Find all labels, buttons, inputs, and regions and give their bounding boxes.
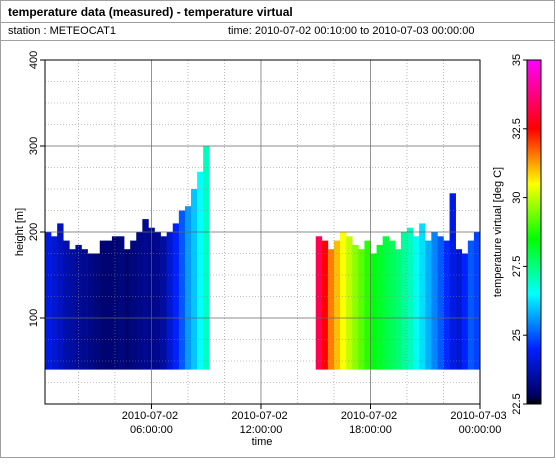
profile-column	[431, 232, 438, 370]
y-tick-label: 400	[28, 51, 40, 69]
profile-column	[388, 240, 396, 370]
profile-column	[45, 232, 52, 370]
profile-column	[449, 193, 456, 370]
plot-frame	[44, 59, 481, 405]
profile-column	[184, 206, 192, 370]
profile-column	[136, 232, 143, 370]
profile-column	[124, 249, 131, 370]
y-tick-label: 300	[28, 137, 40, 155]
profile-column	[142, 219, 149, 370]
profile-column	[437, 236, 444, 370]
profile-column	[364, 240, 371, 370]
profile-column	[346, 236, 353, 370]
profile-column	[81, 249, 88, 370]
profile-column	[473, 232, 481, 370]
profile-column	[197, 171, 204, 370]
profile-column	[75, 244, 82, 370]
profile-column	[352, 244, 359, 370]
profile-column	[69, 249, 76, 370]
profile-column	[406, 227, 414, 370]
profile-column	[382, 236, 390, 370]
profile-column	[203, 146, 210, 370]
colorbar	[526, 59, 542, 405]
profile-column	[413, 236, 420, 370]
profile-column	[358, 249, 365, 370]
colorbar-tick-label: 22.5	[511, 393, 523, 414]
profile-column	[99, 240, 107, 370]
x-axis-label: time	[252, 436, 273, 448]
profile-column	[118, 236, 125, 370]
profile-column	[425, 240, 432, 370]
colorbar-tick-label: 35	[511, 54, 523, 66]
profile-column	[93, 253, 101, 370]
profile-column	[178, 210, 186, 370]
y-tick-label: 100	[28, 309, 40, 327]
profile-column	[191, 189, 198, 370]
y-axis-label: height [m]	[14, 208, 26, 256]
profile-column	[166, 232, 174, 370]
y-tick-label: 200	[28, 223, 40, 241]
profile-column	[340, 232, 347, 370]
profile-column	[333, 240, 341, 370]
profile-column	[394, 249, 402, 370]
colorbar-tick-label: 32.5	[511, 118, 523, 139]
colorbar-label: temperature virtual [deg C]	[492, 167, 504, 297]
profile-column	[51, 236, 58, 370]
profile-column	[376, 244, 383, 370]
title: temperature data (measured) - temperatur…	[8, 5, 293, 19]
x-tick-label: 2010-07-02 18:00:00	[341, 410, 400, 436]
profile-column	[419, 223, 426, 370]
profile-column	[467, 240, 475, 370]
profile-column	[63, 240, 70, 370]
colorbar-tick-label: 27.5	[511, 256, 523, 277]
profile-column	[455, 249, 463, 370]
x-tick-label: 2010-07-02 06:00:00	[122, 410, 181, 436]
profile-column	[321, 240, 329, 370]
colorbar-tick-label: 30	[511, 191, 523, 203]
profile-column	[400, 232, 408, 370]
station: station : METEOCAT1	[8, 25, 116, 37]
profile-column	[461, 253, 469, 370]
profile-column	[160, 236, 167, 370]
profile-column	[105, 240, 113, 370]
x-tick-label: 2010-07-02 12:00:00	[231, 410, 290, 436]
profile-column	[87, 253, 94, 370]
profile-column	[443, 240, 450, 370]
profile-column	[111, 236, 119, 370]
profile-column	[327, 249, 335, 370]
colorbar-tick-label: 25	[511, 329, 523, 341]
profile-column	[172, 223, 180, 370]
profile-column	[154, 232, 161, 370]
profile-column	[130, 240, 137, 370]
profile-column	[370, 253, 377, 370]
x-tick-label: 2010-07-03 00:00:00	[450, 410, 509, 436]
time-range: time: 2010-07-02 00:10:00 to 2010-07-03 …	[228, 25, 474, 37]
profile-column	[315, 236, 323, 370]
